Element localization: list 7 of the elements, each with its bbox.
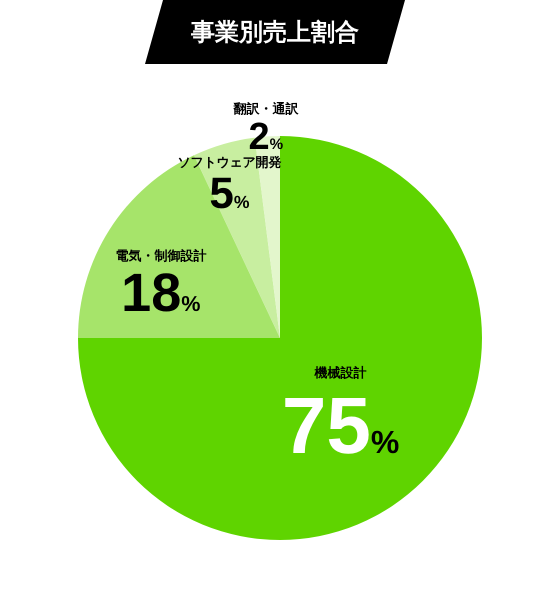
pie-slice — [78, 155, 280, 338]
data-label: 75% — [282, 380, 400, 470]
data-label: 18% — [121, 263, 200, 324]
slice-label: 電気・制御設計 — [115, 248, 206, 264]
slice-label: 機械設計 — [314, 364, 367, 381]
slice-label: 翻訳・通訳 — [232, 101, 300, 118]
data-label: 5% — [209, 169, 250, 218]
